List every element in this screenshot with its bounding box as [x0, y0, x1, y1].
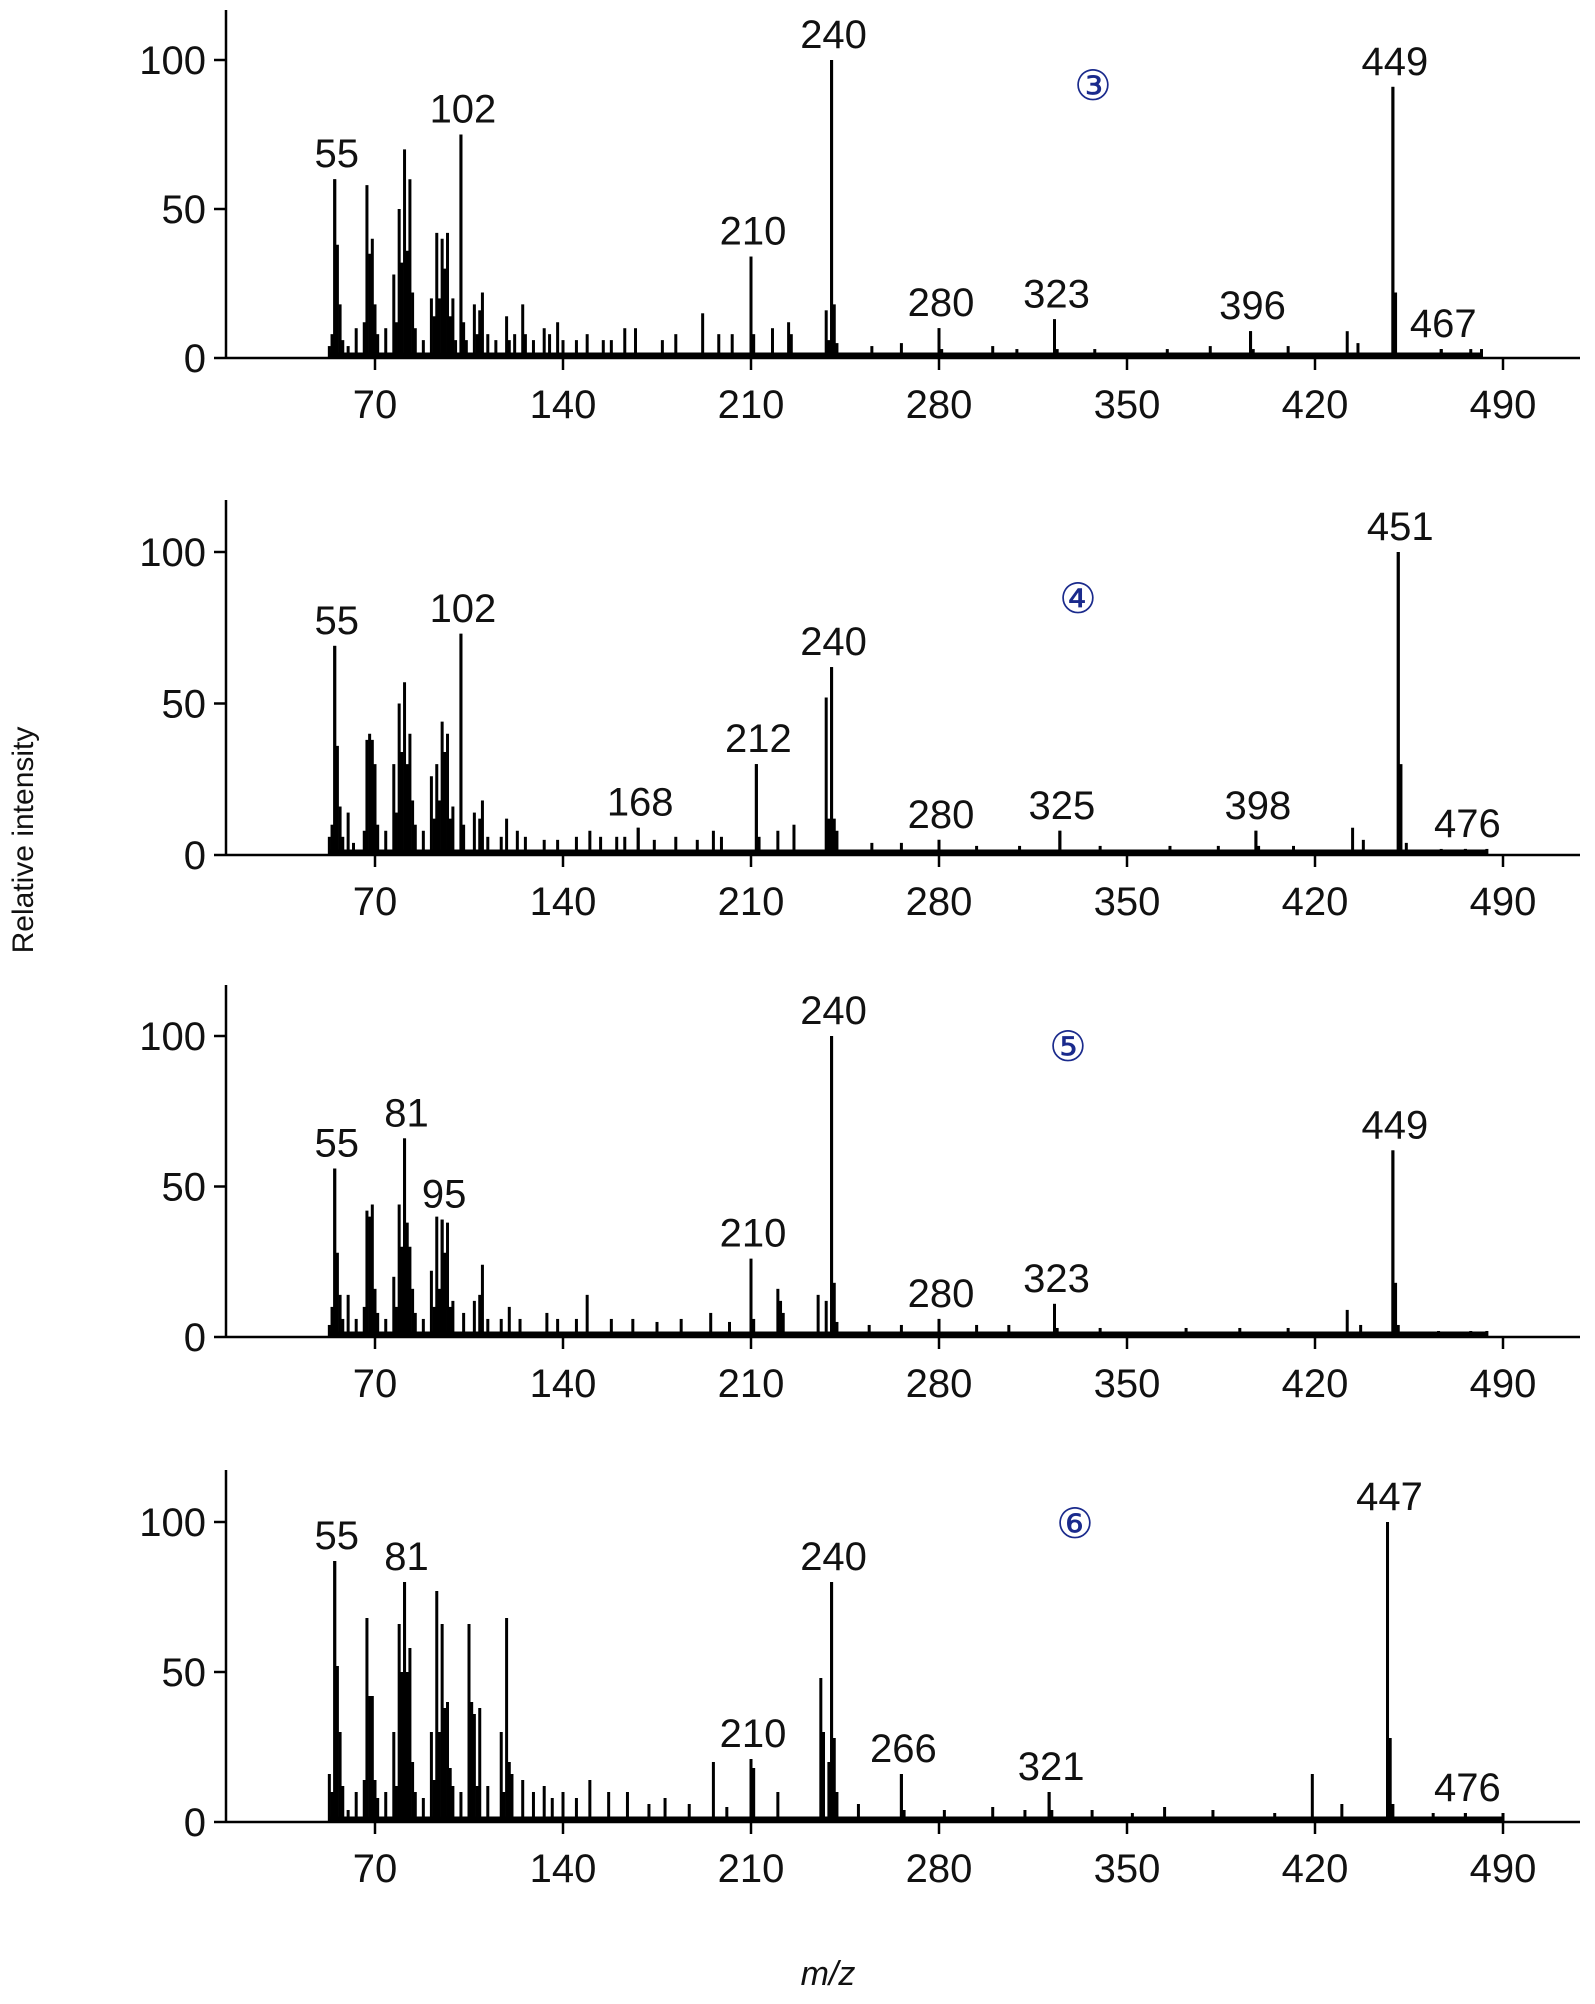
peak-label: 210	[720, 1212, 787, 1256]
peak-label: 476	[1434, 802, 1501, 846]
x-tick-label: 490	[1470, 1847, 1537, 1891]
x-tick-label: 140	[530, 880, 597, 924]
peak-label: 95	[422, 1173, 467, 1217]
panel-number: ⑥	[1056, 1500, 1094, 1547]
x-tick-label: 350	[1094, 1362, 1161, 1406]
spectrum-panel: 0 50 100 70 140 210 280 350 420 490 55 102 168 212 240…	[139, 500, 1580, 924]
x-tick-label: 420	[1282, 1847, 1349, 1891]
x-tick-label: 280	[906, 1847, 973, 1891]
x-tick-label: 70	[353, 1847, 398, 1891]
y-tick-label: 50	[162, 683, 207, 727]
peak-label: 102	[430, 587, 497, 631]
x-axis-label: m/z	[801, 1955, 856, 1993]
x-tick-label: 140	[530, 1847, 597, 1891]
spectrum-panel: 0 50 100 70 140 210 280 350 420 490 55 81 210 240 266 3…	[139, 1470, 1580, 1891]
peak-label: 212	[725, 717, 792, 761]
x-tick-label: 70	[353, 880, 398, 924]
peak-label: 168	[607, 781, 674, 825]
spectra-panels: 0 50 100 70 140 210 280 350 420 490 55 102 210 240 280…	[139, 10, 1580, 1891]
peak-label: 396	[1219, 284, 1286, 328]
peak-label: 280	[908, 793, 975, 837]
x-tick-label: 420	[1282, 383, 1349, 427]
peak-label: 280	[908, 1272, 975, 1316]
peak-label: 81	[384, 1535, 429, 1579]
peak-label: 55	[314, 132, 359, 176]
x-tick-label: 490	[1470, 880, 1537, 924]
x-tick-label: 490	[1470, 383, 1537, 427]
peak-label: 447	[1356, 1475, 1423, 1519]
spectrum-panel: 0 50 100 70 140 210 280 350 420 490 55 102 210 240 280…	[139, 10, 1580, 427]
peak-label: 451	[1367, 505, 1434, 549]
x-tick-label: 280	[906, 880, 973, 924]
x-tick-label: 70	[353, 383, 398, 427]
peak-label: 266	[870, 1727, 937, 1771]
peak-label: 55	[314, 1121, 359, 1165]
x-tick-label: 210	[718, 383, 785, 427]
x-tick-label: 420	[1282, 880, 1349, 924]
y-tick-label: 0	[184, 834, 206, 878]
peak-label: 449	[1362, 1103, 1429, 1147]
y-tick-label: 0	[184, 337, 206, 381]
peak-label: 280	[908, 281, 975, 325]
peak-label: 321	[1018, 1745, 1085, 1789]
x-tick-label: 140	[530, 383, 597, 427]
spectrum-panel: 0 50 100 70 140 210 280 350 420 490 55 81 95 210 240 28…	[139, 985, 1580, 1406]
panel-number: ⑤	[1049, 1023, 1087, 1070]
peak-label: 323	[1023, 1257, 1090, 1301]
peak-label: 240	[800, 13, 867, 57]
x-tick-label: 350	[1094, 1847, 1161, 1891]
peak-label: 102	[430, 88, 497, 132]
x-tick-label: 280	[906, 383, 973, 427]
peak-label: 210	[720, 210, 787, 254]
y-tick-label: 50	[162, 1166, 207, 1210]
x-tick-label: 490	[1470, 1362, 1537, 1406]
x-tick-label: 210	[718, 880, 785, 924]
x-tick-label: 140	[530, 1362, 597, 1406]
y-tick-label: 100	[139, 531, 206, 575]
y-tick-label: 0	[184, 1316, 206, 1360]
peak-label: 240	[800, 989, 867, 1033]
y-tick-label: 0	[184, 1801, 206, 1845]
peak-label: 323	[1023, 272, 1090, 316]
x-tick-label: 350	[1094, 383, 1161, 427]
peak-label: 467	[1410, 302, 1477, 346]
peak-label: 449	[1362, 40, 1429, 84]
y-tick-label: 50	[162, 1651, 207, 1695]
peak-label: 55	[314, 1514, 359, 1558]
y-tick-label: 100	[139, 1501, 206, 1545]
peak-label: 55	[314, 599, 359, 643]
x-tick-label: 210	[718, 1847, 785, 1891]
peak-label: 325	[1028, 784, 1095, 828]
x-tick-label: 70	[353, 1362, 398, 1406]
peak-label: 210	[720, 1712, 787, 1756]
peak-label: 398	[1225, 784, 1292, 828]
y-axis-label: Relative intensity	[7, 727, 40, 954]
y-tick-label: 100	[139, 39, 206, 83]
x-tick-label: 420	[1282, 1362, 1349, 1406]
peak-label: 476	[1434, 1766, 1501, 1810]
x-tick-label: 280	[906, 1362, 973, 1406]
y-tick-label: 50	[162, 188, 207, 232]
peak-label: 240	[800, 1535, 867, 1579]
y-tick-label: 100	[139, 1015, 206, 1059]
peak-label: 240	[800, 620, 867, 664]
panel-number: ③	[1074, 62, 1112, 109]
x-tick-label: 210	[718, 1362, 785, 1406]
panel-number: ④	[1059, 575, 1097, 622]
x-tick-label: 350	[1094, 880, 1161, 924]
peak-label: 81	[384, 1091, 429, 1135]
